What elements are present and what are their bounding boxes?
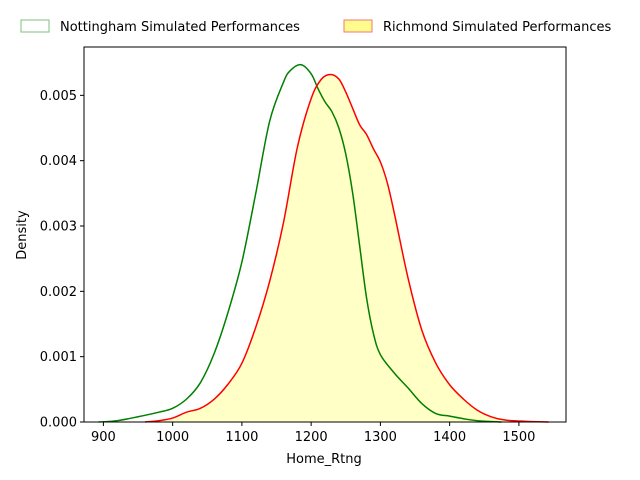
y-tick-label: 0.001	[40, 350, 77, 365]
density-line-nottingham	[98, 63, 502, 423]
y-axis: 0.000 0.001 0.002 0.003 0.004 0.005	[40, 89, 84, 431]
y-tick-label: 0.003	[40, 220, 77, 235]
x-tick-label: 900	[91, 430, 116, 445]
x-tick-label: 1500	[502, 430, 535, 445]
series-layer	[98, 63, 549, 423]
legend-entry-nottingham: Nottingham Simulated Performances	[20, 19, 300, 35]
x-axis-label: Home_Rtng	[286, 452, 362, 467]
x-tick-label: 1400	[433, 430, 466, 445]
y-axis-label: Density	[15, 210, 30, 260]
x-tick-label: 1100	[225, 430, 258, 445]
plot-frame	[83, 46, 567, 423]
legend-label-nottingham: Nottingham Simulated Performances	[60, 20, 300, 35]
x-axis: 900 1000 1100 1200 1300 1400 1500	[91, 422, 535, 445]
density-line-richmond	[144, 73, 549, 423]
y-tick-label: 0.004	[40, 154, 77, 169]
y-tick-label: 0.002	[40, 285, 77, 300]
density-area-richmond	[144, 74, 549, 422]
y-tick-label: 0.000	[40, 416, 77, 431]
legend-label-richmond: Richmond Simulated Performances	[383, 20, 611, 35]
x-tick-label: 1200	[295, 430, 328, 445]
legend: Nottingham Simulated Performances Richmo…	[20, 19, 611, 35]
y-tick-label: 0.005	[40, 89, 77, 104]
legend-swatch-nottingham	[20, 19, 50, 33]
legend-entry-richmond: Richmond Simulated Performances	[343, 19, 611, 35]
x-tick-label: 1000	[156, 430, 189, 445]
x-tick-label: 1300	[364, 430, 397, 445]
legend-swatch-richmond	[343, 19, 373, 33]
